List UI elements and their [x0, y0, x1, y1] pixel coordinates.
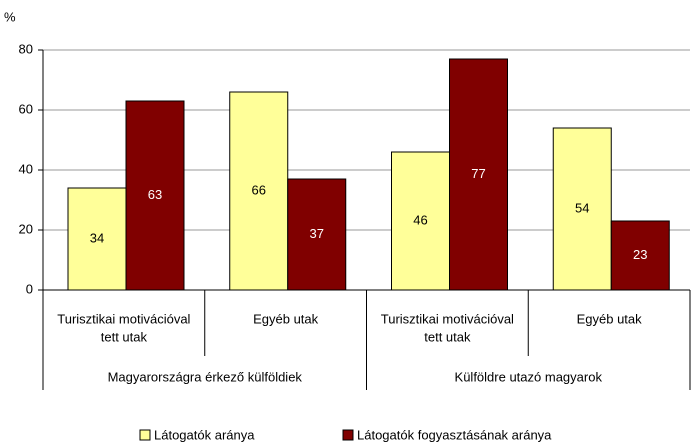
- y-tick-label: 60: [19, 101, 33, 116]
- y-tick-label: 40: [19, 161, 33, 176]
- data-label: 37: [310, 226, 324, 241]
- data-label: 34: [90, 230, 104, 245]
- y-axis-label: %: [4, 9, 16, 24]
- data-label: 77: [471, 166, 485, 181]
- legend-swatch: [342, 429, 354, 441]
- data-label: 46: [413, 212, 427, 227]
- x-tick-label: Egyéb utak: [577, 311, 643, 326]
- y-tick-label: 80: [19, 41, 33, 56]
- bar: [610, 220, 670, 291]
- data-label: 54: [575, 200, 589, 215]
- legend-label: Látogatók fogyasztásának aránya: [357, 427, 552, 442]
- group-label: Külföldre utazó magyarok: [455, 369, 603, 384]
- x-tick-label: Turisztikai motivációval: [381, 311, 514, 326]
- bar: [449, 58, 508, 291]
- x-tick-label: tett utak: [424, 329, 471, 344]
- y-tick-label: 0: [26, 281, 33, 296]
- y-tick-label: 20: [19, 221, 33, 236]
- group-label: Magyarországra érkező külföldiek: [108, 369, 303, 384]
- bar: [287, 178, 347, 291]
- legend-label: Látogatók aránya: [154, 427, 255, 442]
- x-tick-label: Turisztikai motivációval: [57, 311, 190, 326]
- data-label: 66: [252, 182, 266, 197]
- x-tick-label: tett utak: [101, 329, 148, 344]
- data-label: 63: [148, 187, 162, 202]
- legend-swatch: [139, 429, 151, 441]
- data-label: 23: [633, 247, 647, 262]
- x-tick-label: Egyéb utak: [253, 311, 319, 326]
